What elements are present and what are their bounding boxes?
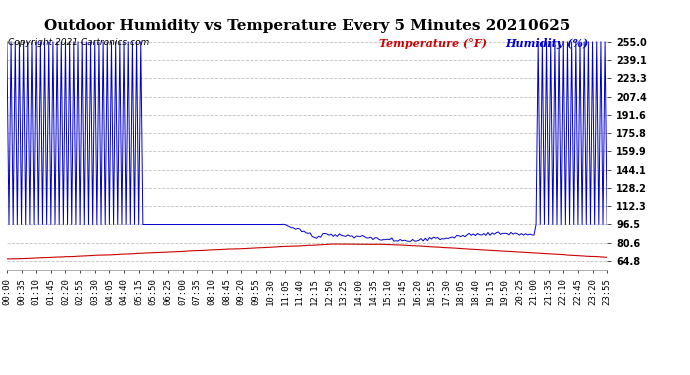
Text: Copyright 2021 Cartronics.com: Copyright 2021 Cartronics.com: [8, 39, 149, 48]
Text: Humidity (%): Humidity (%): [505, 39, 589, 50]
Title: Outdoor Humidity vs Temperature Every 5 Minutes 20210625: Outdoor Humidity vs Temperature Every 5 …: [44, 19, 570, 33]
Text: Temperature (°F): Temperature (°F): [379, 39, 487, 50]
